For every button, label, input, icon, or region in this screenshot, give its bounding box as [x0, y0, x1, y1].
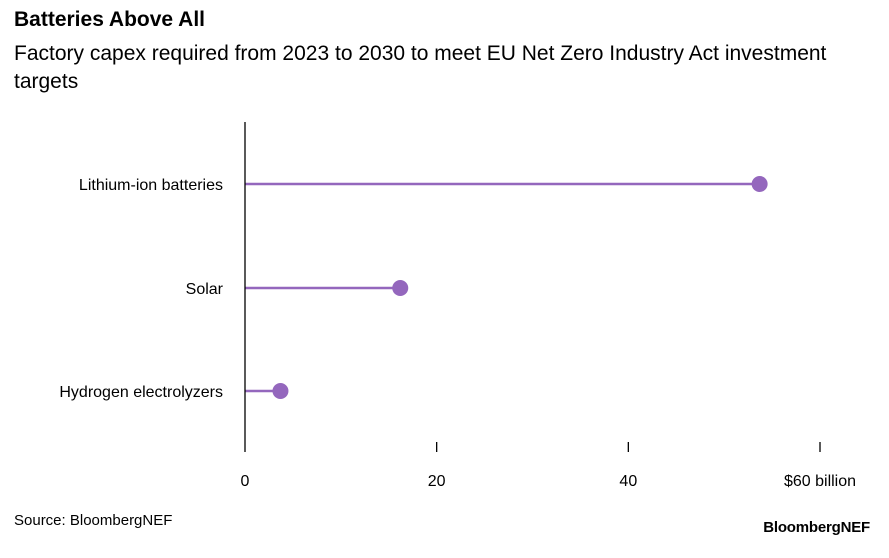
chart-subtitle: Factory capex required from 2023 to 2030… — [14, 42, 827, 93]
x-tick-label: 40 — [619, 473, 637, 490]
category-label: Hydrogen electrolyzers — [59, 384, 223, 401]
chart-title: Batteries Above All — [14, 8, 205, 31]
x-tick-label: 20 — [428, 473, 446, 490]
lollipop-dot — [751, 176, 768, 192]
x-axis-ticks: 0 20 40 $60 billion — [241, 442, 856, 490]
brand-logo: BloombergNEF — [763, 519, 870, 536]
x-tick-label: 0 — [241, 473, 250, 490]
category-label: Lithium-ion batteries — [79, 177, 223, 194]
lollipop-series — [245, 176, 768, 399]
category-label: Solar — [186, 281, 224, 298]
category-labels: Lithium-ion batteries Solar Hydrogen elect… — [59, 177, 223, 401]
lollipop-dot — [272, 383, 289, 399]
x-tick-label: $60 billion — [784, 473, 856, 490]
lollipop-dot — [392, 280, 409, 296]
source-note: Source: BloombergNEF — [14, 512, 173, 529]
